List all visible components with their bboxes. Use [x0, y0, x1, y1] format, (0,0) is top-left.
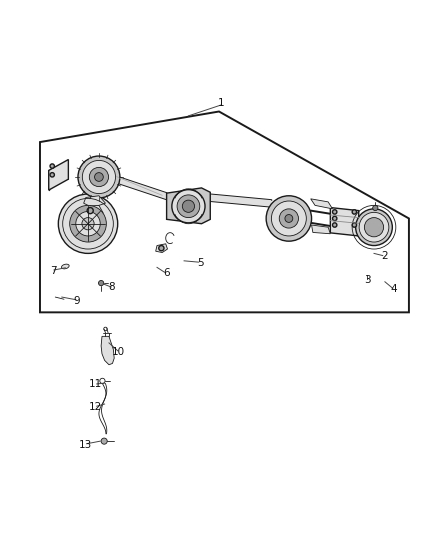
Ellipse shape: [61, 264, 69, 269]
Circle shape: [352, 223, 357, 227]
Circle shape: [99, 280, 104, 286]
Circle shape: [89, 167, 109, 187]
Polygon shape: [210, 195, 272, 207]
Polygon shape: [49, 159, 68, 190]
Text: 4: 4: [390, 284, 397, 294]
Text: 3: 3: [364, 276, 371, 286]
Circle shape: [266, 196, 311, 241]
Circle shape: [364, 217, 384, 237]
Text: 10: 10: [112, 346, 125, 357]
Circle shape: [50, 164, 54, 168]
Circle shape: [272, 201, 306, 236]
Text: 13: 13: [79, 440, 92, 450]
Polygon shape: [166, 188, 210, 224]
Polygon shape: [311, 225, 330, 234]
Circle shape: [82, 217, 94, 230]
Text: 9: 9: [74, 296, 81, 305]
Circle shape: [332, 216, 337, 221]
Circle shape: [373, 205, 378, 211]
Circle shape: [87, 207, 93, 214]
Polygon shape: [155, 244, 167, 253]
Circle shape: [182, 200, 194, 212]
Polygon shape: [84, 196, 106, 207]
Circle shape: [50, 173, 54, 177]
Circle shape: [78, 156, 120, 198]
Circle shape: [332, 223, 337, 227]
Circle shape: [172, 190, 205, 223]
Circle shape: [356, 209, 392, 246]
Circle shape: [82, 160, 116, 193]
Circle shape: [58, 194, 118, 253]
Polygon shape: [86, 205, 103, 215]
Circle shape: [279, 209, 298, 228]
Text: 5: 5: [198, 258, 204, 268]
Text: 2: 2: [381, 251, 388, 261]
Circle shape: [177, 195, 200, 217]
Text: 12: 12: [89, 402, 102, 412]
Polygon shape: [101, 336, 114, 365]
Circle shape: [101, 438, 107, 444]
Circle shape: [359, 212, 389, 242]
Polygon shape: [330, 207, 359, 236]
Text: 6: 6: [163, 268, 170, 278]
Circle shape: [76, 212, 100, 236]
Circle shape: [70, 205, 106, 242]
Circle shape: [352, 210, 357, 214]
Polygon shape: [109, 174, 166, 199]
Polygon shape: [311, 199, 332, 209]
Text: 8: 8: [109, 282, 115, 293]
Circle shape: [159, 246, 164, 251]
Circle shape: [285, 215, 293, 222]
Text: 11: 11: [89, 379, 102, 390]
Text: 7: 7: [50, 266, 57, 276]
Circle shape: [332, 210, 337, 214]
Text: 1: 1: [218, 98, 225, 108]
Circle shape: [95, 173, 103, 181]
